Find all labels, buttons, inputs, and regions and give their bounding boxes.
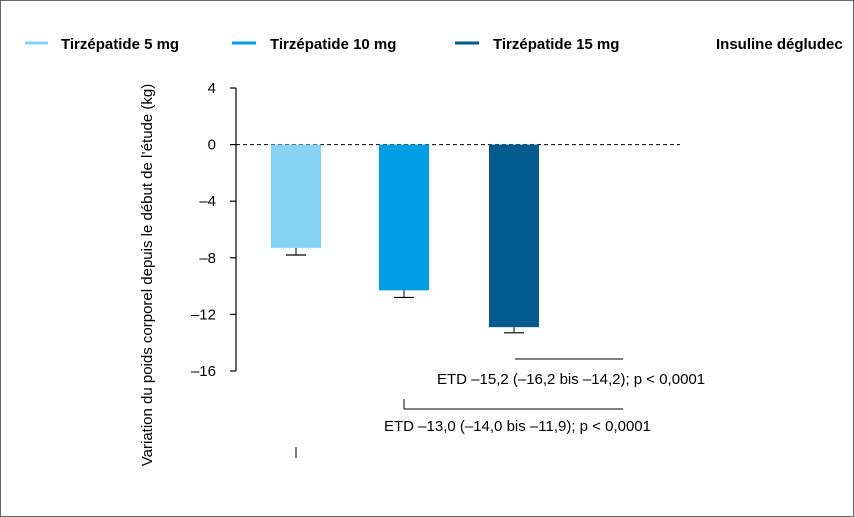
- legend-label-tirzepatide-5mg: Tirzépatide 5 mg: [61, 36, 179, 53]
- y-tick-label: –4: [199, 193, 216, 210]
- significance-brackets: ETD –15,2 (–16,2 bis –14,2); p < 0,0001 …: [295, 358, 705, 458]
- y-axis-ticks: 4 0 –4 –8 –12 –16: [191, 80, 236, 380]
- bracket-10mg-label: ETD –13,0 (–14,0 bis –11,9); p < 0,0001: [384, 418, 651, 435]
- bracket-15mg-label: ETD –15,2 (–16,2 bis –14,2); p < 0,0001: [437, 371, 705, 388]
- y-tick-label: –12: [191, 306, 216, 323]
- y-tick-label: 0: [208, 137, 216, 154]
- bar-tirzepatide-15mg: [489, 144, 539, 328]
- legend: Tirzépatide 5 mg Tirzépatide 10 mg Tirzé…: [25, 36, 843, 53]
- y-axis-label: Variation du poids corporel depuis le dé…: [139, 84, 156, 466]
- y-tick-label: –16: [191, 363, 216, 380]
- legend-label-insuline-degludec: Insuline dégludec: [716, 36, 843, 53]
- y-tick-label: 4: [208, 80, 216, 97]
- bar-tirzepatide-5mg: [271, 144, 321, 248]
- y-tick-label: –8: [199, 250, 216, 267]
- legend-label-tirzepatide-15mg: Tirzépatide 15 mg: [493, 36, 619, 53]
- bars: [271, 144, 539, 334]
- legend-label-tirzepatide-10mg: Tirzépatide 10 mg: [270, 36, 396, 53]
- bar-tirzepatide-10mg: [379, 144, 429, 291]
